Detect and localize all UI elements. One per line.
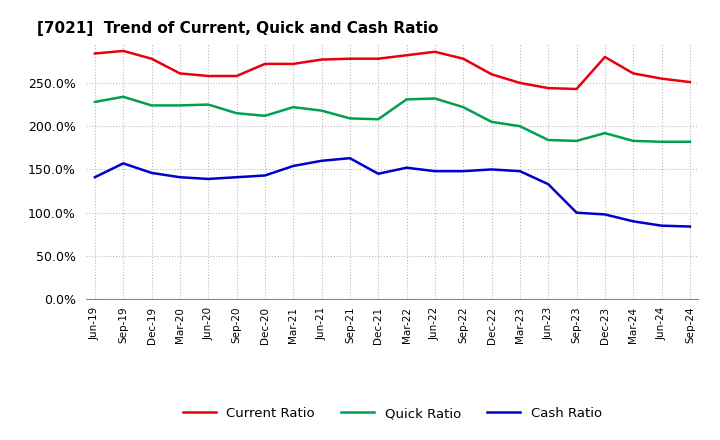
Cash Ratio bbox=[572, 210, 581, 215]
Current Ratio bbox=[487, 72, 496, 77]
Current Ratio bbox=[261, 61, 269, 66]
Cash Ratio bbox=[261, 173, 269, 178]
Cash Ratio bbox=[289, 163, 297, 169]
Cash Ratio bbox=[346, 156, 354, 161]
Quick Ratio bbox=[233, 110, 241, 116]
Current Ratio bbox=[318, 57, 326, 62]
Quick Ratio bbox=[600, 131, 609, 136]
Line: Quick Ratio: Quick Ratio bbox=[95, 97, 690, 142]
Quick Ratio bbox=[431, 96, 439, 101]
Current Ratio bbox=[148, 56, 156, 61]
Current Ratio bbox=[402, 53, 411, 58]
Current Ratio bbox=[572, 86, 581, 92]
Quick Ratio bbox=[176, 103, 184, 108]
Quick Ratio bbox=[629, 138, 637, 143]
Cash Ratio bbox=[431, 169, 439, 174]
Cash Ratio bbox=[318, 158, 326, 163]
Cash Ratio bbox=[91, 175, 99, 180]
Quick Ratio bbox=[318, 108, 326, 113]
Quick Ratio bbox=[544, 137, 552, 143]
Quick Ratio bbox=[346, 116, 354, 121]
Quick Ratio bbox=[148, 103, 156, 108]
Current Ratio bbox=[629, 71, 637, 76]
Cash Ratio bbox=[459, 169, 467, 174]
Cash Ratio bbox=[600, 212, 609, 217]
Current Ratio bbox=[176, 71, 184, 76]
Current Ratio bbox=[685, 80, 694, 85]
Current Ratio bbox=[204, 73, 212, 79]
Current Ratio bbox=[374, 56, 382, 61]
Quick Ratio bbox=[119, 94, 127, 99]
Quick Ratio bbox=[261, 113, 269, 118]
Current Ratio bbox=[544, 85, 552, 91]
Cash Ratio bbox=[629, 219, 637, 224]
Cash Ratio bbox=[176, 175, 184, 180]
Cash Ratio bbox=[204, 176, 212, 182]
Cash Ratio bbox=[233, 175, 241, 180]
Cash Ratio bbox=[516, 169, 524, 174]
Quick Ratio bbox=[402, 97, 411, 102]
Quick Ratio bbox=[657, 139, 666, 144]
Quick Ratio bbox=[204, 102, 212, 107]
Current Ratio bbox=[91, 51, 99, 56]
Current Ratio bbox=[516, 80, 524, 85]
Quick Ratio bbox=[516, 124, 524, 129]
Quick Ratio bbox=[91, 99, 99, 105]
Current Ratio bbox=[346, 56, 354, 61]
Quick Ratio bbox=[685, 139, 694, 144]
Line: Cash Ratio: Cash Ratio bbox=[95, 158, 690, 227]
Line: Current Ratio: Current Ratio bbox=[95, 51, 690, 89]
Cash Ratio bbox=[685, 224, 694, 229]
Quick Ratio bbox=[487, 119, 496, 125]
Text: [7021]  Trend of Current, Quick and Cash Ratio: [7021] Trend of Current, Quick and Cash … bbox=[37, 21, 438, 36]
Current Ratio bbox=[233, 73, 241, 79]
Cash Ratio bbox=[544, 182, 552, 187]
Cash Ratio bbox=[374, 171, 382, 176]
Current Ratio bbox=[459, 56, 467, 61]
Current Ratio bbox=[431, 49, 439, 55]
Cash Ratio bbox=[148, 170, 156, 176]
Cash Ratio bbox=[487, 167, 496, 172]
Quick Ratio bbox=[572, 138, 581, 143]
Quick Ratio bbox=[459, 105, 467, 110]
Current Ratio bbox=[119, 48, 127, 54]
Current Ratio bbox=[289, 61, 297, 66]
Legend: Current Ratio, Quick Ratio, Cash Ratio: Current Ratio, Quick Ratio, Cash Ratio bbox=[177, 402, 608, 425]
Cash Ratio bbox=[119, 161, 127, 166]
Cash Ratio bbox=[402, 165, 411, 170]
Cash Ratio bbox=[657, 223, 666, 228]
Quick Ratio bbox=[374, 117, 382, 122]
Current Ratio bbox=[600, 54, 609, 59]
Quick Ratio bbox=[289, 105, 297, 110]
Current Ratio bbox=[657, 76, 666, 81]
